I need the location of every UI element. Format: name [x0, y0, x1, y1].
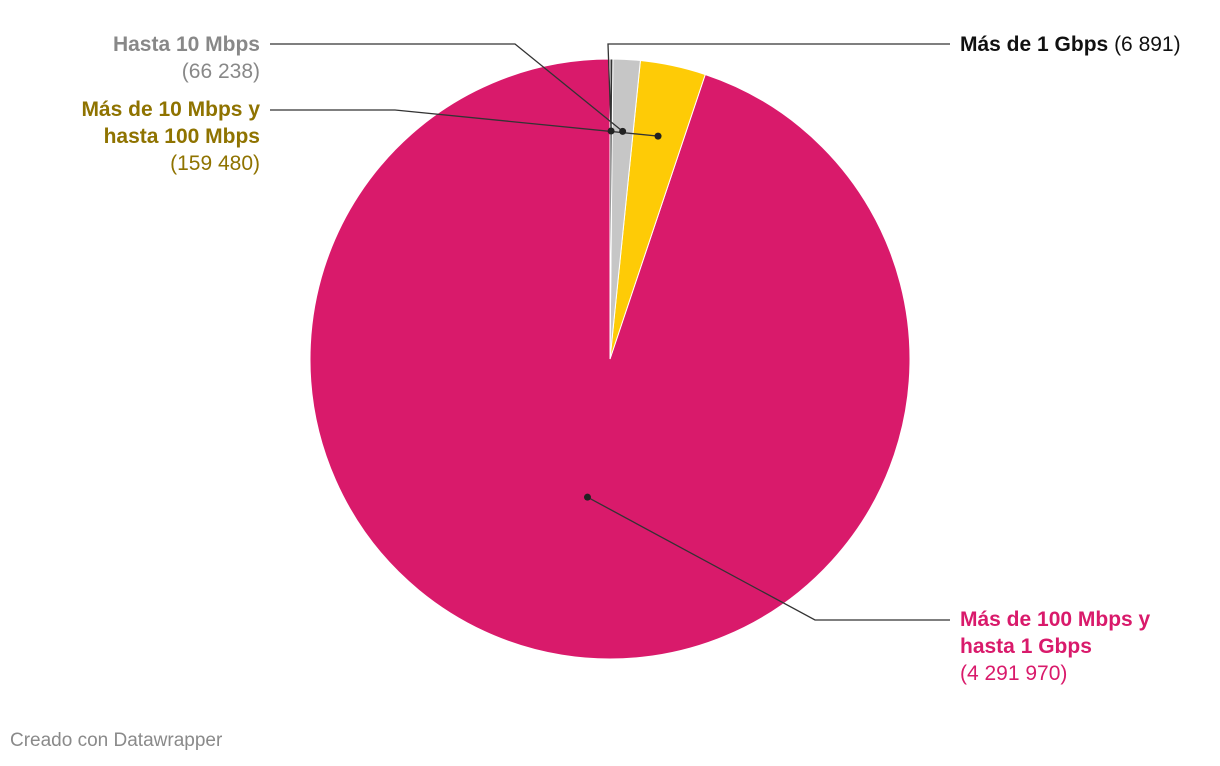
leader-hasta-10mbps	[270, 43, 624, 132]
label-100-1g-name-line2: hasta 1 Gbps	[960, 635, 1092, 658]
leader-lines	[270, 43, 950, 621]
leader-10-100mbps-dot	[654, 132, 662, 140]
leader-mas-1gbps	[607, 43, 950, 132]
leader-100mbps-1gbps	[587, 496, 950, 621]
label-10-100-name-line1: Más de 10 Mbps y	[81, 98, 260, 121]
label-100-1g: Más de 100 Mbps y hasta 1 Gbps (4 291 97…	[960, 606, 1150, 687]
footer-credit: Creado con Datawrapper	[10, 730, 223, 751]
label-hasta-10-name: Hasta 10 Mbps	[112, 33, 260, 56]
leader-mas-1gbps-dot	[607, 127, 615, 135]
label-100-1g-name-line1: Más de 100 Mbps y	[960, 608, 1151, 631]
label-mas-1-gbps-name: Más de 1 Gbps	[960, 33, 1109, 56]
label-hasta-10-value: (66 238)	[181, 60, 260, 83]
label-100-1g-value: (4 291 970)	[960, 662, 1068, 685]
label-10-100: Más de 10 Mbps y hasta 100 Mbps (159 480…	[0, 96, 260, 177]
label-10-100-name-line2: hasta 100 Mbps	[103, 125, 260, 148]
pie-slices	[309, 58, 911, 660]
label-mas-1-gbps: Más de 1 Gbps (6 891)	[960, 31, 1181, 58]
leader-10-100mbps	[270, 109, 659, 137]
label-mas-1-gbps-value: (6 891)	[1114, 33, 1181, 56]
label-10-100-value: (159 480)	[170, 152, 260, 175]
leader-100mbps-1gbps-dot	[583, 493, 591, 501]
label-hasta-10: Hasta 10 Mbps (66 238)	[0, 31, 260, 85]
leader-hasta-10mbps-dot	[619, 127, 627, 135]
